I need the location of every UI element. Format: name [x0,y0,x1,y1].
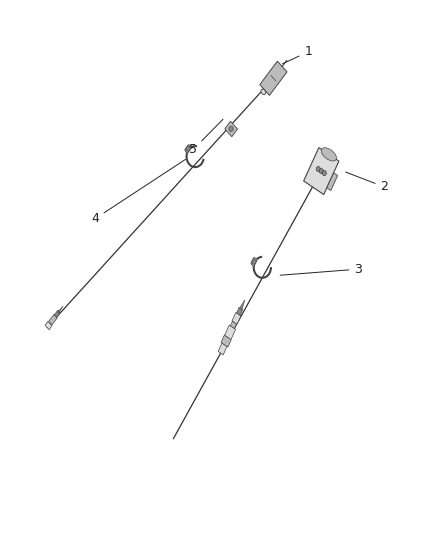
Circle shape [322,171,326,176]
Text: 3: 3 [280,263,362,276]
Polygon shape [58,306,63,313]
Polygon shape [49,314,57,325]
Polygon shape [237,308,243,316]
Text: 1: 1 [283,45,312,64]
Polygon shape [225,121,237,136]
Polygon shape [221,335,231,347]
Text: 5: 5 [189,119,223,156]
Circle shape [319,168,323,174]
Ellipse shape [321,148,336,161]
Circle shape [186,146,190,151]
Ellipse shape [261,89,265,94]
Polygon shape [240,300,245,309]
Polygon shape [185,144,192,154]
Text: 4: 4 [91,159,186,225]
Circle shape [229,126,233,132]
Polygon shape [251,257,258,267]
Circle shape [252,259,256,264]
Polygon shape [327,173,338,191]
Text: 2: 2 [346,172,389,193]
Polygon shape [232,312,241,324]
Polygon shape [260,61,287,95]
Circle shape [316,166,320,172]
Polygon shape [225,325,236,340]
Polygon shape [230,321,237,328]
Polygon shape [304,148,339,195]
Polygon shape [218,343,227,355]
Polygon shape [45,321,52,330]
Polygon shape [54,310,60,317]
